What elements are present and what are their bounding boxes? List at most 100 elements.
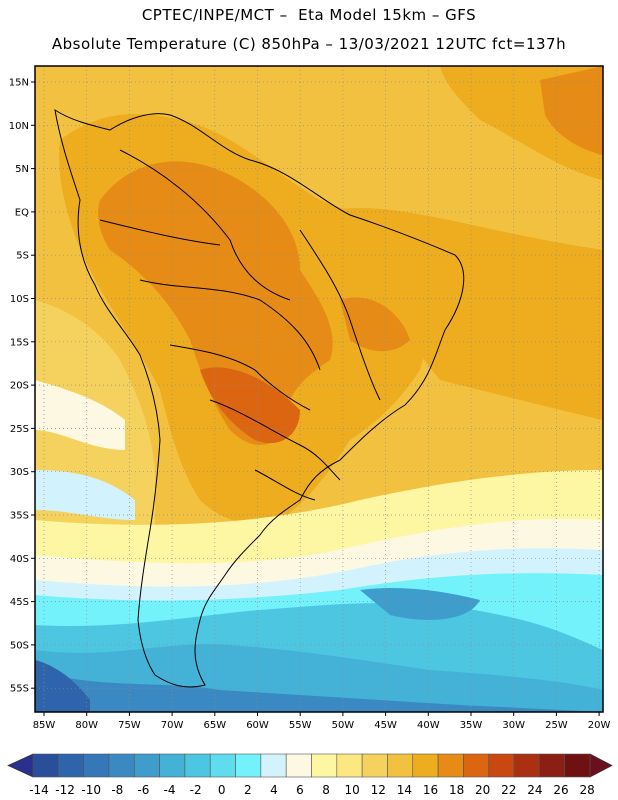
border-brazil-states: [299, 229, 381, 401]
border-uruguay: [254, 469, 316, 501]
lat-label: 5N: [15, 164, 29, 175]
lat-label: 5S: [16, 251, 29, 262]
lon-label: 20W: [588, 720, 611, 731]
colorbar-swatch: [412, 753, 439, 778]
colorbar-label: -4: [164, 783, 176, 797]
colorbar-swatch: [513, 753, 540, 778]
lat-label: 55S: [10, 684, 29, 695]
lon-label: 50W: [332, 720, 355, 731]
map-coastline: [54, 108, 465, 688]
field-brazil-east-core: [340, 297, 410, 352]
lat-label: 40S: [10, 554, 29, 565]
colorbar-swatch: [361, 753, 388, 778]
colorbar-label: 28: [579, 783, 594, 797]
field-cold-pool: [360, 588, 480, 620]
south-america-outline: [54, 108, 465, 688]
colorbar-label: 20: [475, 783, 490, 797]
colorbar-label: 18: [449, 783, 464, 797]
border-paraguay: [209, 399, 341, 481]
lat-label: EQ: [15, 207, 29, 218]
lon-label: 45W: [374, 720, 397, 731]
field-gran-chaco-core: [200, 367, 300, 444]
colorbar-label: 26: [553, 783, 568, 797]
colorbar-swatch: [133, 753, 160, 778]
lat-label: 35S: [10, 511, 29, 522]
field-continent-core: [98, 161, 333, 445]
lon-label: 30W: [502, 720, 525, 731]
colorbar-swatch: [83, 753, 110, 778]
lon-label: 85W: [33, 720, 56, 731]
lat-label: 20S: [10, 381, 29, 392]
colorbar-swatch: [387, 753, 414, 778]
lat-label: 10S: [10, 294, 29, 305]
colorbar-swatch: [108, 753, 135, 778]
colorbar-swatch: [235, 753, 262, 778]
colorbar-swatch: [58, 753, 84, 778]
colorbar-label: 12: [371, 783, 386, 797]
colorbar: -14 -12 -10 -8 -6 -4 -2 0 2 4 6 8 10 12 14 16 18 20 22 24 26…: [7, 753, 613, 797]
colorbar-label: 0: [218, 783, 226, 797]
colorbar-label: -12: [55, 783, 75, 797]
longitude-labels: 85W 80W 75W 70W 65W 60W 55W 50W 45W 40W 35W 30W 25W 2…: [33, 712, 611, 731]
colorbar-label: 24: [527, 783, 542, 797]
colorbar-swatch: [184, 753, 211, 778]
field-pacific-light-cyan: [35, 470, 135, 520]
temperature-field: [35, 66, 603, 712]
colorbar-swatch: [564, 753, 591, 778]
map-grid: [35, 66, 603, 712]
field-pacific-pale: [35, 380, 125, 450]
colorbar-swatch: [488, 753, 515, 778]
colorbar-label: -10: [81, 783, 101, 797]
colorbar-swatch: [32, 753, 59, 778]
colorbar-over-arrow: [589, 753, 613, 778]
colorbar-label: -14: [29, 783, 49, 797]
border-amazon: [139, 279, 321, 371]
lat-label: 30S: [10, 467, 29, 478]
border-colombia-peru: [99, 219, 221, 246]
colorbar-under-arrow: [7, 753, 34, 778]
colorbar-label: -8: [111, 783, 123, 797]
lat-label: 50S: [10, 640, 29, 651]
field-north-atlantic-core: [540, 66, 603, 155]
border-north: [119, 149, 291, 301]
field-band-dark-blue: [35, 660, 90, 712]
lon-label: 25W: [545, 720, 568, 731]
map-title-line1: CPTEC/INPE/MCT – Eta Model 15km – GFS: [141, 6, 477, 24]
colorbar-swatch: [336, 753, 363, 778]
lat-label: 15N: [9, 78, 29, 89]
colorbar-label: 8: [322, 783, 330, 797]
latitude-labels: 15N 10N 5N EQ 5S 10S 15S 20S 25S 30S 35S 40S 45S 50S 5…: [9, 78, 35, 695]
lon-label: 75W: [118, 720, 141, 731]
field-band-blue3: [35, 670, 603, 712]
lon-label: 40W: [417, 720, 440, 731]
colorbar-swatch: [209, 753, 236, 778]
colorbar-swatch: [437, 753, 464, 778]
lat-label: 45S: [10, 597, 29, 608]
map-frame: [34, 65, 604, 713]
lon-label: 80W: [75, 720, 98, 731]
colorbar-label: 16: [423, 783, 438, 797]
lon-label: 65W: [203, 720, 226, 731]
map-title-line2: Absolute Temperature (C) 850hPa – 13/03/…: [51, 35, 567, 53]
colorbar-label: 14: [397, 783, 412, 797]
lon-label: 35W: [460, 720, 483, 731]
colorbar-label: 4: [270, 783, 278, 797]
colorbar-label: 10: [345, 783, 360, 797]
colorbar-label: 2: [244, 783, 252, 797]
lon-label: 60W: [246, 720, 269, 731]
border-bolivia: [169, 344, 311, 411]
lat-label: 15S: [10, 337, 29, 348]
lat-label: 25S: [10, 424, 29, 435]
lon-label: 70W: [161, 720, 184, 731]
colorbar-swatch: [311, 753, 338, 778]
colorbar-swatch: [463, 753, 490, 778]
colorbar-label: -6: [137, 783, 149, 797]
colorbar-swatch: [159, 753, 186, 778]
lat-label: 10N: [9, 121, 29, 132]
colorbar-label: -2: [190, 783, 202, 797]
colorbar-label: 6: [296, 783, 304, 797]
colorbar-swatch: [539, 753, 565, 778]
colorbar-label: 22: [501, 783, 516, 797]
lon-label: 55W: [289, 720, 312, 731]
